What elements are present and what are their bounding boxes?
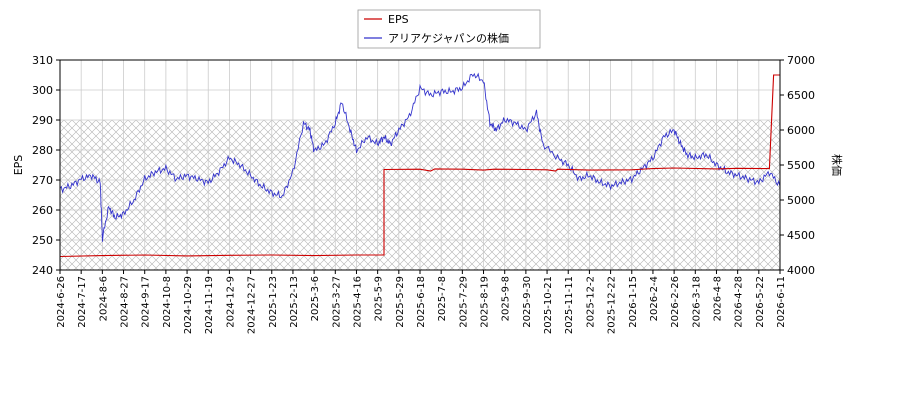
x-tick-label: 2026-2-4	[649, 276, 660, 321]
legend-box	[357, 9, 541, 49]
left-tick-label: 280	[32, 144, 53, 157]
legend: EPS アリアケジャパンの株価	[357, 9, 541, 49]
x-tick-label: 2024-8-27	[120, 276, 131, 328]
x-tick-label: 2025-10-21	[543, 276, 554, 334]
x-tick-label: 2024-12-9	[225, 276, 236, 328]
x-tick-label: 2025-12-22	[607, 276, 618, 334]
right-axis-ticks: 4000 4500 5000 5500 6000 6500 7000	[780, 54, 815, 277]
x-tick-label: 2026-4-28	[734, 276, 745, 328]
left-tick-label: 260	[32, 204, 53, 217]
series-lines	[60, 72, 780, 258]
left-axis-label: EPS	[12, 155, 25, 176]
right-tick-label: 6000	[787, 124, 815, 137]
x-tick-label: 2026-4-8	[712, 276, 723, 321]
x-tick-label: 2025-3-27	[331, 276, 342, 328]
x-tick-label: 2026-5-22	[755, 276, 766, 328]
stock-price-line	[60, 72, 780, 242]
x-tick-label: 2025-12-2	[585, 276, 596, 328]
legend-label-eps: EPS	[388, 13, 409, 26]
x-tick-label: 2025-7-8	[437, 276, 448, 321]
x-tick-label: 2024-10-8	[162, 276, 173, 328]
x-axis-ticks: 2024-6-26 2024-7-17 2024-8-6 2024-8-27 2024-…	[56, 270, 787, 334]
left-axis-ticks: 240 250 260 270 280 290 300 310	[32, 54, 60, 277]
x-tick-label: 2025-1-23	[268, 276, 279, 328]
right-axis-label: 株価	[830, 154, 844, 176]
left-tick-label: 290	[32, 114, 53, 127]
left-tick-label: 300	[32, 84, 53, 97]
right-tick-label: 5000	[787, 194, 815, 207]
x-tick-label: 2026-3-18	[691, 276, 702, 328]
right-tick-label: 5500	[787, 159, 815, 172]
x-tick-label: 2024-12-27	[247, 276, 258, 334]
x-tick-label: 2025-5-9	[374, 276, 385, 321]
x-tick-label: 2024-10-29	[183, 276, 194, 334]
x-tick-label: 2025-4-16	[352, 276, 363, 328]
x-tick-label: 2024-8-6	[98, 276, 109, 321]
x-tick-label: 2026-1-15	[628, 276, 639, 328]
x-tick-label: 2026-2-26	[670, 276, 681, 328]
x-tick-label: 2025-9-30	[522, 276, 533, 328]
left-tick-label: 250	[32, 234, 53, 247]
right-tick-label: 4500	[787, 229, 815, 242]
x-tick-label: 2025-9-8	[501, 276, 512, 321]
x-tick-label: 2025-2-13	[289, 276, 300, 328]
left-tick-label: 270	[32, 174, 53, 187]
x-tick-label: 2025-5-29	[395, 276, 406, 328]
x-tick-label: 2024-9-17	[141, 276, 152, 328]
x-tick-label: 2024-6-26	[56, 276, 67, 328]
eps-line	[60, 74, 780, 258]
left-tick-label: 240	[32, 264, 53, 277]
left-tick-label: 310	[32, 54, 53, 67]
x-tick-label: 2025-6-18	[416, 276, 427, 328]
right-tick-label: 7000	[787, 54, 815, 67]
right-tick-label: 4000	[787, 264, 815, 277]
x-tick-label: 2025-3-6	[310, 276, 321, 321]
right-tick-label: 6500	[787, 89, 815, 102]
x-tick-label: 2025-7-29	[458, 276, 469, 328]
x-tick-label: 2025-11-11	[564, 276, 575, 334]
x-tick-label: 2024-7-17	[77, 276, 88, 328]
x-tick-label: 2025-8-19	[480, 276, 491, 328]
legend-label-price: アリアケジャパンの株価	[388, 31, 509, 45]
x-tick-label: 2024-11-19	[204, 276, 215, 334]
x-tick-label: 2026-6-11	[776, 276, 787, 328]
